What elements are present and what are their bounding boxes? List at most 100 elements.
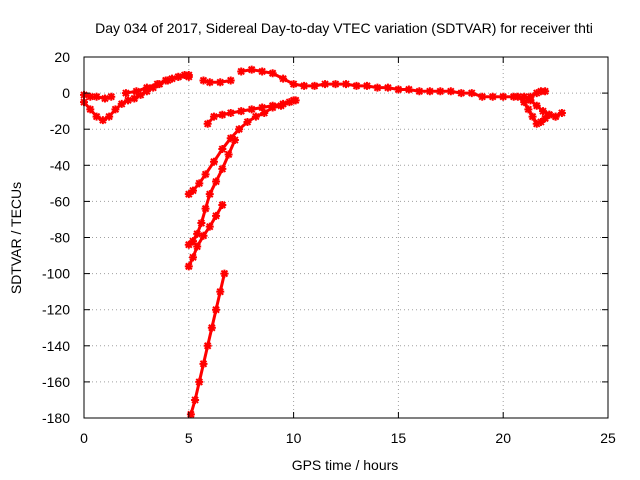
data-point [216, 78, 225, 87]
data-point [193, 242, 202, 251]
data-point [526, 92, 535, 101]
data-point [251, 112, 260, 121]
data-point [310, 81, 319, 90]
data-point [132, 87, 141, 96]
data-point [289, 96, 298, 105]
data-point [130, 94, 139, 103]
y-tick-label: -20 [50, 121, 70, 137]
data-point [86, 105, 95, 114]
data-point [237, 107, 246, 116]
data-point [352, 81, 361, 90]
axis-ticks: 0 5 10 15 20 25 20 0 -20 -40 -60 -80 -100 -120 -140 -16… [42, 49, 616, 446]
series-track-10 [184, 136, 239, 249]
grid-lines [84, 57, 608, 418]
data-point [528, 112, 537, 121]
series-track-4 [199, 76, 235, 87]
data-point [107, 92, 116, 101]
data-point [235, 125, 244, 134]
data-point [243, 117, 252, 126]
data-point [121, 89, 130, 98]
data-point [98, 116, 107, 125]
data-point [279, 74, 288, 83]
data-point [545, 110, 554, 119]
data-point [205, 190, 214, 199]
x-tick-label: 10 [286, 430, 302, 446]
data-point [268, 69, 277, 78]
y-tick-label: -40 [50, 157, 70, 173]
data-point [212, 177, 221, 186]
data-point [105, 112, 114, 121]
data-point [180, 71, 189, 80]
data-point [218, 201, 227, 210]
y-tick-label: -100 [42, 266, 70, 282]
series-track-6 [513, 92, 560, 128]
data-point [394, 85, 403, 94]
data-point [488, 92, 497, 101]
data-point [289, 80, 298, 89]
data-point [467, 89, 476, 98]
data-point [499, 92, 508, 101]
data-point [321, 80, 330, 89]
data-point [532, 101, 541, 110]
data-point [201, 204, 210, 213]
data-point [539, 107, 548, 116]
data-point [142, 83, 151, 92]
series-line [187, 98, 298, 196]
series-track-3 [121, 72, 193, 98]
data-point [425, 87, 434, 96]
series-track-7 [526, 87, 550, 101]
series-track-11 [184, 201, 227, 271]
data-point [205, 78, 214, 87]
data-point [201, 170, 210, 179]
data-point [117, 99, 126, 108]
data-point [149, 83, 158, 92]
y-tick-label: 0 [62, 85, 70, 101]
data-point [237, 67, 246, 76]
data-point [383, 83, 392, 92]
data-point [300, 81, 309, 90]
data-point [197, 219, 206, 228]
data-point [184, 262, 193, 271]
data-point [478, 92, 487, 101]
data-point [136, 90, 145, 99]
data-point [184, 240, 193, 249]
x-tick-label: 5 [185, 430, 193, 446]
data-point [415, 87, 424, 96]
x-tick-label: 15 [391, 430, 407, 446]
data-point [92, 92, 101, 101]
y-tick-label: -60 [50, 193, 70, 209]
data-point [541, 114, 550, 123]
data-point [457, 89, 466, 98]
data-point [209, 112, 218, 121]
data-point [541, 87, 550, 96]
chart-title: Day 034 of 2017, Sidereal Day-to-day VTE… [95, 20, 593, 36]
data-point [193, 229, 202, 238]
data-point [207, 323, 216, 332]
data-point [268, 101, 277, 110]
data-point [174, 72, 183, 81]
data-series [80, 65, 566, 419]
data-point [224, 150, 233, 159]
data-point [195, 377, 204, 386]
series-line [187, 138, 237, 247]
data-point [111, 105, 120, 114]
series-track-9 [203, 96, 298, 128]
data-point [446, 87, 455, 96]
x-axis-label: GPS time / hours [292, 457, 399, 473]
y-tick-label: -180 [42, 410, 70, 426]
data-point [436, 87, 445, 96]
data-point [258, 67, 267, 76]
y-tick-label: -120 [42, 302, 70, 318]
data-point [191, 395, 200, 404]
data-point [536, 87, 545, 96]
y-tick-label: 20 [54, 49, 70, 65]
data-point [532, 119, 541, 128]
data-point [226, 108, 235, 117]
data-point [212, 211, 221, 220]
data-point [186, 410, 195, 419]
data-point [195, 179, 204, 188]
series-track-12 [186, 269, 229, 419]
data-point [205, 222, 214, 231]
data-point [153, 80, 162, 89]
y-tick-label: -80 [50, 230, 70, 246]
